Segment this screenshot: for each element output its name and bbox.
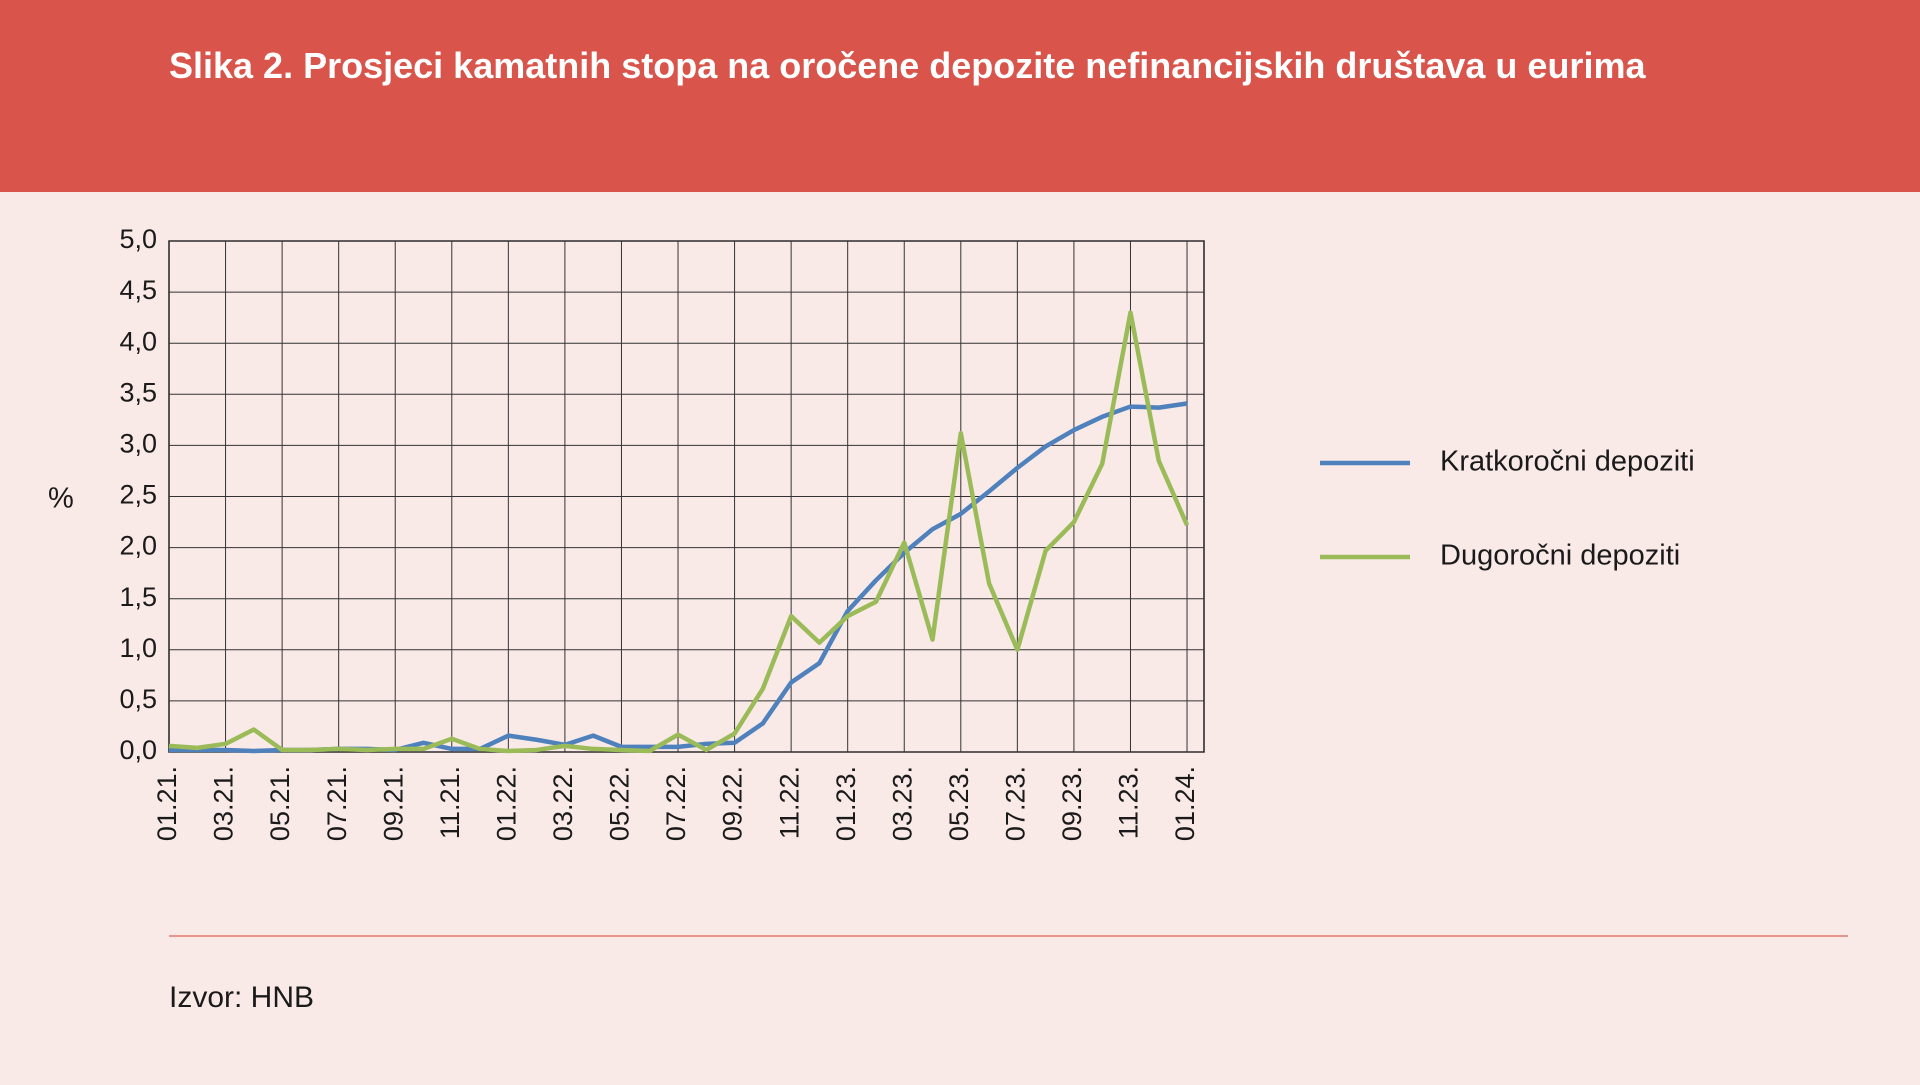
y-tick-label: 1,0 <box>119 633 157 663</box>
x-tick-label: 09.21. <box>378 766 408 841</box>
x-tick-label: 05.21. <box>265 766 295 841</box>
x-tick-label: 05.22. <box>605 766 635 841</box>
x-tick-label: 01.24. <box>1170 766 1200 841</box>
y-tick-label: 4,0 <box>119 326 157 356</box>
x-tick-label: 09.22. <box>718 766 748 841</box>
title-box: Slika 2. Prosjeci kamatnih stopa na oroč… <box>169 45 1646 86</box>
line-series <box>168 310 1190 754</box>
x-tick-label: 05.23. <box>944 766 974 841</box>
legend-label: Dugoročni depoziti <box>1440 540 1680 572</box>
x-tick-label: 11.23. <box>1114 766 1144 839</box>
x-tick-label: 09.23. <box>1057 766 1087 841</box>
y-tick-label: 0,0 <box>119 735 157 765</box>
y-tick-label: 4,5 <box>119 275 157 305</box>
x-tick-label: 03.22. <box>548 766 578 841</box>
x-tick-label: 11.21. <box>435 766 465 839</box>
x-tick-label: 01.23. <box>831 766 861 841</box>
y-tick-label: 3,5 <box>119 377 157 407</box>
x-tick-label: 07.23. <box>1000 766 1030 841</box>
x-tick-label: 03.23. <box>887 766 917 841</box>
y-axis-label: % <box>48 483 74 515</box>
x-tick-label: 01.21. <box>152 766 182 841</box>
x-tick-label: 03.21. <box>209 766 239 841</box>
y-tick-label: 3,0 <box>119 429 157 459</box>
y-tick-label: 0,5 <box>119 684 157 714</box>
y-tick-label: 2,0 <box>119 531 157 561</box>
x-tick-label: 11.22. <box>774 766 804 839</box>
x-tick-label: 07.22. <box>661 766 691 841</box>
x-tick-label: 07.21. <box>322 766 352 841</box>
y-tick-label: 2,5 <box>119 480 157 510</box>
x-tick-label: 01.22. <box>491 766 521 841</box>
y-tick-label: 1,5 <box>119 582 157 612</box>
source: Izvor: HNB <box>169 981 314 1014</box>
y-tick-label: 5,0 <box>119 224 157 254</box>
header-band <box>0 0 1920 192</box>
chart-title: Slika 2. Prosjeci kamatnih stopa na oroč… <box>169 45 1646 86</box>
legend-label: Kratkoročni depoziti <box>1440 446 1695 478</box>
